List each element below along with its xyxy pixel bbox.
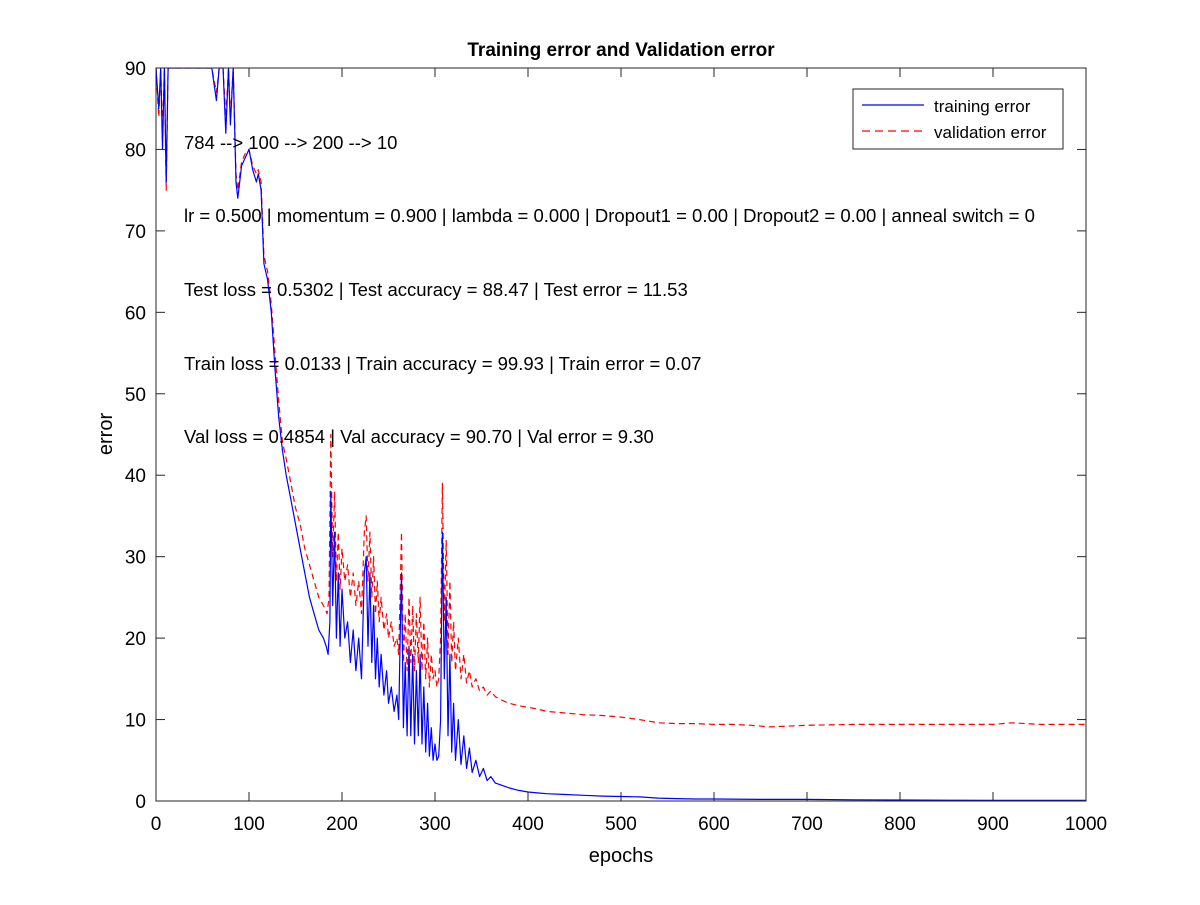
legend: training error validation error [852,88,1064,150]
validation-error-line [156,68,1086,728]
chart-title: Training error and Validation error [467,40,775,61]
legend-label-validation: validation error [934,123,1047,142]
y-tick-label: 10 [125,711,146,732]
legend-label-training: training error [934,97,1031,116]
x-tick-label: 600 [698,814,730,835]
plot-area [156,68,1086,801]
x-tick-label: 900 [977,814,1009,835]
annotation-architecture: 784 --> 100 --> 200 --> 10 [184,132,397,153]
x-tick-label: 0 [151,814,162,835]
tick-labels: 0 100 200 300 400 500 600 700 800 900 1000 0 10 20 30 4… [125,59,1107,835]
y-axis-label: error [95,413,117,456]
annotation-test-metrics: Test loss = 0.5302 | Test accuracy = 88.… [184,279,688,300]
y-tick-label: 50 [125,385,146,406]
annotation-hyperparameters: lr = 0.500 | momentum = 0.900 | lambda =… [184,205,1035,226]
y-tick-label: 30 [125,548,146,569]
series-layer [156,68,1086,801]
y-tick-label: 0 [135,792,146,813]
x-tick-label: 400 [512,814,544,835]
x-tick-label: 800 [884,814,916,835]
annotation-val-metrics: Val loss = 0.4854 | Val accuracy = 90.70… [184,426,654,447]
annotations: 784 --> 100 --> 200 --> 10 lr = 0.500 | … [184,132,1035,447]
y-tick-label: 80 [125,140,146,161]
axes-box [155,67,1087,802]
training-error-line [156,68,1086,801]
legend-box [852,88,1064,150]
y-tick-label: 60 [125,303,146,324]
x-tick-label: 1000 [1065,814,1107,835]
y-tick-label: 40 [125,466,146,487]
annotation-train-metrics: Train loss = 0.0133 | Train accuracy = 9… [184,353,701,374]
x-tick-label: 300 [419,814,451,835]
y-tick-label: 90 [125,59,146,80]
y-tick-label: 70 [125,222,146,243]
y-tick-label: 20 [125,629,146,650]
x-tick-label: 500 [605,814,637,835]
x-tick-label: 700 [791,814,823,835]
x-tick-label: 200 [326,814,358,835]
x-axis-label: epochs [589,845,654,867]
x-tick-label: 100 [233,814,265,835]
